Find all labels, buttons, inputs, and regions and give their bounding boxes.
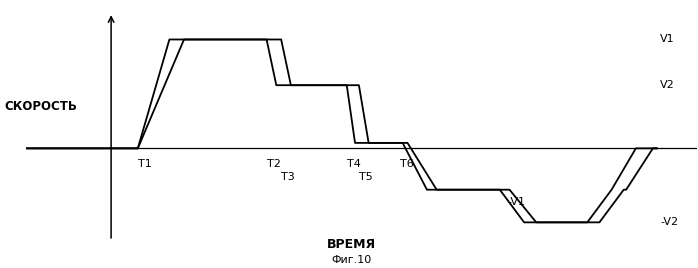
Text: T5: T5 xyxy=(359,172,373,182)
Text: -V2: -V2 xyxy=(660,217,678,227)
Text: T3: T3 xyxy=(281,172,295,182)
Text: ВРЕМЯ: ВРЕМЯ xyxy=(327,238,376,251)
Text: -V1: -V1 xyxy=(507,197,525,207)
Text: T2: T2 xyxy=(267,159,281,169)
Text: T1: T1 xyxy=(138,159,151,169)
Text: T6: T6 xyxy=(400,159,414,169)
Text: Фиг.10: Фиг.10 xyxy=(332,255,372,265)
Text: СКОРОСТЬ: СКОРОСТЬ xyxy=(4,100,77,113)
Text: V1: V1 xyxy=(660,35,675,44)
Text: V2: V2 xyxy=(660,80,675,90)
Text: T4: T4 xyxy=(347,159,361,169)
